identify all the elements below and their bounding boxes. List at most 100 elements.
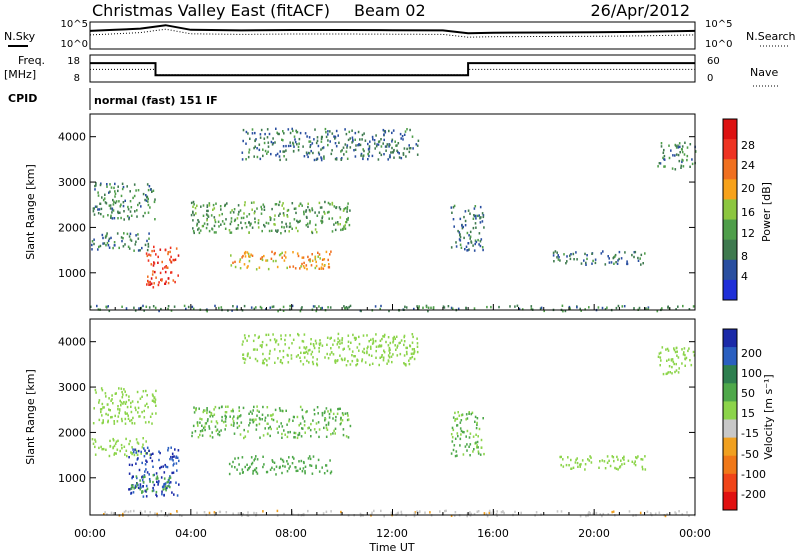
y-tick-label: 2000 — [58, 426, 86, 439]
heat-cell — [251, 208, 253, 211]
heat-cell — [255, 455, 257, 458]
heat-cell — [196, 224, 198, 227]
heat-cell — [197, 436, 200, 439]
heat-cell — [148, 283, 150, 286]
heat-cell — [617, 259, 619, 262]
heat-cell — [198, 407, 200, 410]
heat-cell — [282, 212, 285, 215]
heat-cell — [292, 251, 294, 254]
heat-cell — [340, 157, 343, 160]
heat-cell — [260, 306, 263, 310]
heat-cell — [160, 307, 162, 311]
heat-cell — [236, 305, 238, 308]
heat-cell — [298, 137, 301, 141]
heat-cell — [283, 429, 285, 432]
heat-cell — [659, 162, 662, 165]
heat-cell — [97, 194, 100, 197]
heat-cell — [277, 309, 279, 313]
heat-cell — [478, 232, 481, 235]
heat-cell — [336, 343, 339, 346]
heat-cell — [465, 418, 467, 421]
heat-cell — [208, 427, 211, 430]
heat-cell — [144, 463, 147, 466]
heat-cell — [283, 150, 286, 153]
heat-cell — [395, 144, 397, 147]
heat-cell — [335, 206, 337, 210]
heat-cell — [289, 430, 291, 434]
heat-cell — [599, 513, 602, 516]
heat-cell — [686, 146, 689, 149]
heat-cell — [146, 254, 149, 258]
heat-cell — [292, 265, 295, 268]
heat-cell — [165, 280, 167, 283]
heat-cell — [690, 363, 693, 367]
heat-cell — [148, 420, 150, 424]
heat-cell — [132, 196, 134, 200]
heat-cell — [340, 417, 342, 420]
heat-cell — [248, 255, 250, 258]
heat-cell — [113, 217, 116, 220]
heat-cell — [159, 248, 162, 251]
noise-left-label: N.Sky — [4, 30, 36, 43]
heat-cell — [135, 451, 137, 454]
heat-cell — [369, 140, 371, 143]
heat-cell — [297, 221, 299, 224]
heat-cell — [477, 510, 480, 513]
heat-cell — [256, 409, 259, 412]
heat-cell — [99, 244, 102, 248]
heat-cell — [345, 150, 348, 153]
heat-cell — [148, 478, 151, 481]
heat-cell — [203, 409, 205, 412]
heat-cell — [181, 514, 183, 517]
heat-cell — [299, 356, 301, 359]
heat-cell — [258, 266, 261, 269]
heat-cell — [503, 511, 505, 515]
heat-cell — [320, 266, 323, 269]
velocity-cells — [91, 332, 696, 518]
heat-cell — [635, 456, 637, 459]
heat-cell — [264, 149, 267, 153]
heat-cell — [175, 462, 178, 465]
heat-cell — [468, 234, 470, 237]
heat-cell — [166, 266, 169, 269]
heat-cell — [581, 459, 584, 462]
heat-cell — [92, 207, 95, 210]
heat-cell — [363, 347, 365, 351]
heat-cell — [329, 130, 331, 133]
freq-trace — [90, 62, 695, 77]
heat-cell — [415, 143, 418, 146]
heat-cell — [148, 253, 150, 256]
heat-cell — [246, 215, 248, 218]
heat-cell — [235, 227, 238, 230]
heat-cell — [416, 342, 419, 345]
heat-cell — [310, 338, 312, 341]
heat-cell — [305, 209, 308, 212]
heat-cell — [104, 201, 107, 204]
heat-cell — [583, 259, 585, 262]
heat-cell — [539, 307, 542, 310]
heat-cell — [201, 434, 204, 437]
heat-cell — [237, 456, 240, 460]
heat-cell — [176, 469, 178, 472]
heat-cell — [245, 142, 247, 145]
heat-cell — [208, 511, 211, 515]
heat-cell — [252, 469, 254, 473]
heat-cell — [358, 342, 361, 346]
heat-cell — [457, 307, 460, 310]
heat-cell — [244, 250, 247, 254]
heat-cell — [91, 248, 93, 251]
freq-line — [90, 62, 695, 77]
heat-cell — [454, 419, 456, 422]
heat-cell — [148, 185, 151, 188]
colorbar-swatch — [723, 437, 737, 457]
heat-cell — [265, 359, 268, 362]
heat-cell — [585, 261, 587, 265]
heat-cell — [375, 145, 378, 148]
heat-cell — [99, 202, 101, 205]
heat-cell — [243, 428, 245, 432]
heat-cell — [282, 464, 284, 468]
heat-cell — [137, 442, 140, 445]
heat-cell — [109, 445, 111, 448]
heat-cell — [560, 455, 562, 459]
heat-cell — [164, 270, 167, 274]
